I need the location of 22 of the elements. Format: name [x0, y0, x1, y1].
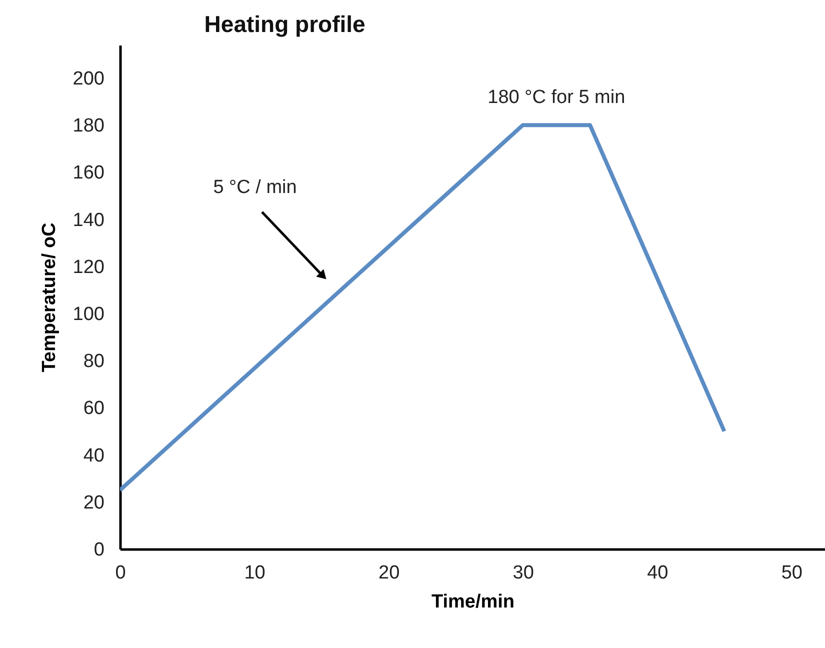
y-tick-label: 80	[83, 351, 104, 372]
y-tick-label: 120	[72, 256, 104, 278]
y-tick-label: 20	[83, 492, 104, 514]
x-tick-label: 30	[512, 562, 534, 584]
x-tick-label: 0	[115, 562, 126, 584]
y-tick-label: 180	[72, 116, 104, 137]
y-axis-title: Temperature/ oC	[38, 222, 60, 372]
x-tick-label: 20	[378, 562, 400, 584]
y-tick-label: 100	[72, 304, 104, 325]
y-tick-label: 140	[72, 210, 104, 231]
x-axis-title: Time/min	[431, 592, 515, 612]
x-tick-label: 10	[244, 562, 266, 584]
annotation: 5 °C / min	[213, 177, 297, 198]
annotation: 180 °C for 5 min	[488, 87, 626, 108]
y-tick-label: 40	[83, 445, 104, 466]
y-tick-label: 60	[83, 398, 104, 420]
x-tick-label: 40	[647, 562, 668, 584]
x-tick-label: 50	[781, 562, 802, 584]
y-tick-label: 160	[72, 162, 104, 184]
y-tick-label: 0	[94, 540, 104, 560]
y-tick-label: 200	[72, 68, 104, 90]
chart-title: Heating profile	[204, 11, 366, 37]
